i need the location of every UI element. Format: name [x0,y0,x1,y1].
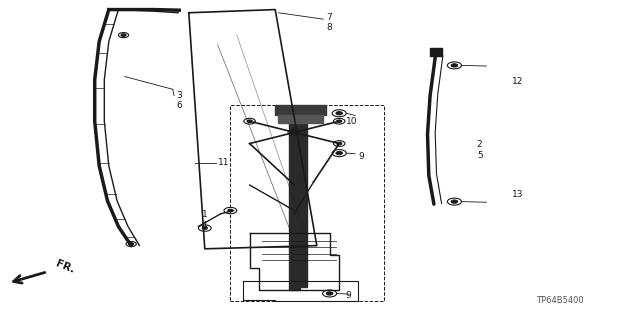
Circle shape [451,64,458,67]
Circle shape [336,112,342,115]
Circle shape [292,131,297,134]
Text: 9: 9 [358,152,364,161]
Text: 13: 13 [512,190,524,199]
Circle shape [247,120,252,122]
Text: 9: 9 [346,291,351,300]
Polygon shape [275,105,326,115]
Text: 1
4: 1 4 [202,211,207,230]
Circle shape [228,209,233,212]
Text: 11: 11 [218,158,229,167]
Circle shape [326,292,333,295]
Text: 3
6: 3 6 [176,91,182,110]
Circle shape [336,152,342,155]
Text: 12: 12 [512,77,524,86]
Polygon shape [278,115,323,123]
Text: 7
8: 7 8 [326,13,332,32]
Text: 10: 10 [346,117,357,126]
Text: TP64B5400: TP64B5400 [536,296,584,305]
Circle shape [337,120,342,122]
Bar [230,105,384,301]
Circle shape [121,34,126,36]
Polygon shape [289,112,300,290]
Circle shape [129,243,134,245]
Text: 2
5: 2 5 [477,140,483,160]
Text: FR.: FR. [54,258,76,275]
Circle shape [451,200,458,203]
Circle shape [337,142,342,145]
Polygon shape [301,115,307,287]
Circle shape [202,227,207,229]
